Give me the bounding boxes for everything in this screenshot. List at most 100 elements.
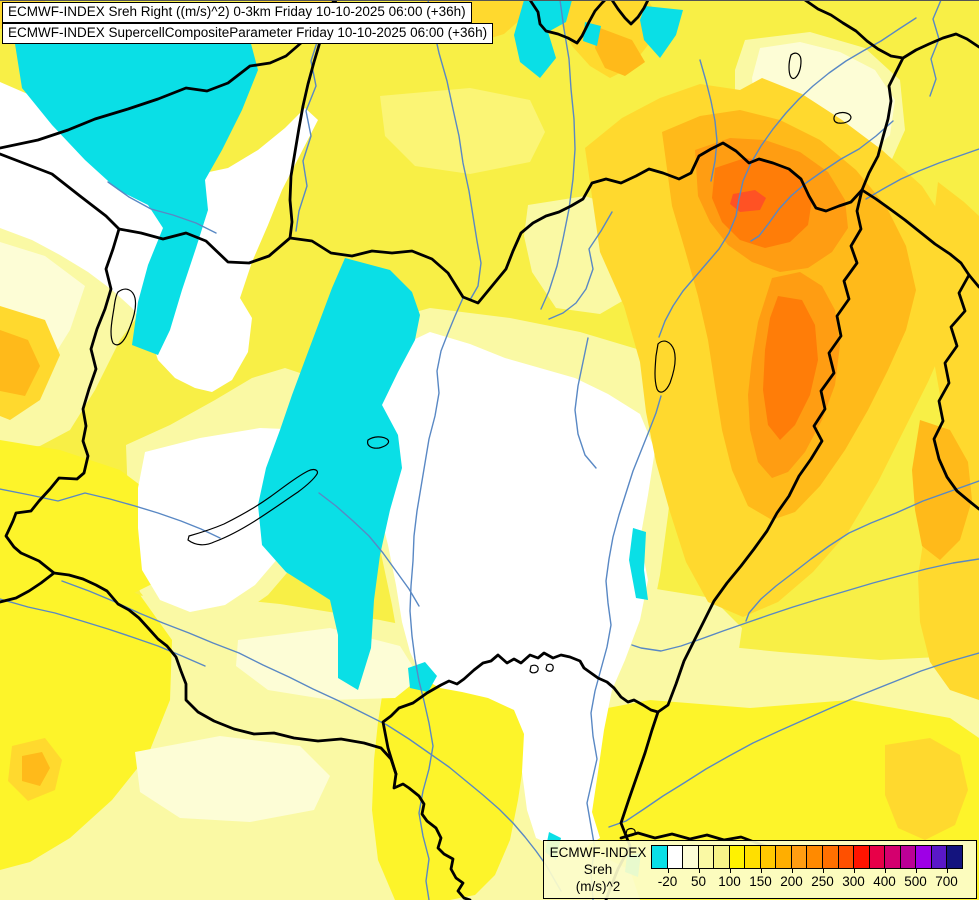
legend-tick-mark bbox=[946, 868, 948, 873]
contour-cyan-top-1 bbox=[514, 0, 572, 78]
contour-cream-bottom-1 bbox=[236, 628, 420, 700]
legend-tick-mark bbox=[884, 868, 886, 873]
legend-tick-label: 700 bbox=[935, 874, 958, 889]
border-ukraine-romania bbox=[932, 273, 979, 511]
legend-color-cell bbox=[745, 846, 761, 868]
legend-color-cell bbox=[714, 846, 730, 868]
border-poland-slovakia-2 bbox=[610, 0, 650, 26]
river-drava bbox=[61, 580, 562, 892]
legend-color-cell bbox=[900, 846, 917, 868]
legend-color-cell bbox=[729, 846, 746, 868]
legend-color-cell bbox=[791, 846, 808, 868]
legend-tick-mark bbox=[667, 868, 669, 873]
lakes bbox=[110, 52, 852, 837]
legend-tick-mark bbox=[791, 868, 793, 873]
legend-tick-label: 50 bbox=[690, 874, 707, 889]
border-austria-hungary-croatia bbox=[4, 227, 472, 900]
river-maros bbox=[608, 652, 979, 828]
contour-amber-east bbox=[912, 420, 972, 560]
border-hungary-serbia bbox=[381, 651, 660, 776]
contour-bright-sw bbox=[0, 440, 175, 600]
legend-tick-mark bbox=[822, 868, 824, 873]
legend-tick-label: -20 bbox=[657, 874, 678, 889]
contour-cream-bottom-2 bbox=[135, 736, 330, 822]
river-bodrog bbox=[750, 120, 894, 242]
legend-color-cell bbox=[807, 846, 824, 868]
river-koros-north bbox=[745, 480, 979, 622]
legend-units-label: (m/s)^2 bbox=[575, 879, 621, 894]
river-hron bbox=[540, 0, 576, 310]
legend-tick-label: 300 bbox=[842, 874, 865, 889]
legend-color-cell bbox=[823, 846, 839, 868]
legend-color-cell bbox=[776, 846, 792, 868]
legend-tick-mark bbox=[729, 868, 731, 873]
contour-red-orange-core bbox=[730, 190, 766, 212]
legend-tick-label: 100 bbox=[718, 874, 741, 889]
legend-color-cell bbox=[838, 846, 855, 868]
legend-param-label: Sreh bbox=[583, 862, 613, 877]
river-zagyva bbox=[574, 337, 597, 469]
legend-tick-label: 200 bbox=[780, 874, 803, 889]
legend-color-cell bbox=[698, 846, 715, 868]
legend-color-cell bbox=[869, 846, 886, 868]
river-sio bbox=[318, 492, 420, 607]
border-slovakia-hungary bbox=[0, 141, 864, 305]
legend-color-cell bbox=[683, 846, 699, 868]
contour-white-central bbox=[368, 332, 655, 850]
legend-color-cell bbox=[947, 846, 962, 868]
contour-cyan-top-3 bbox=[640, 6, 683, 58]
river-koros-south bbox=[631, 558, 979, 652]
map-title-secondary: ECMWF-INDEX SupercellCompositeParameter … bbox=[2, 23, 494, 44]
legend-tick-mark bbox=[915, 868, 917, 873]
lake-south-small-2 bbox=[545, 663, 554, 672]
contour-deep-orange-se bbox=[763, 296, 818, 440]
river-nw-tributary bbox=[107, 181, 217, 234]
legend-color-cell bbox=[652, 846, 668, 868]
contour-cyan-sliver-east bbox=[629, 528, 648, 600]
legend-labels: ECMWF-INDEX Sreh (m/s)^2 bbox=[548, 844, 648, 895]
border-poland-slovakia-1 bbox=[528, 0, 607, 45]
border-slovenia-croatia bbox=[0, 571, 56, 604]
legend-color-cell bbox=[916, 846, 932, 868]
lake-balaton bbox=[187, 468, 319, 546]
border-ukraine-se bbox=[860, 188, 979, 289]
legend-color-cell bbox=[667, 846, 684, 868]
legend-ticks: -20 50 100 150 200 250 300 400 500 700 bbox=[652, 868, 962, 896]
legend-colorbar bbox=[651, 845, 963, 869]
lake-tisza bbox=[654, 340, 676, 393]
legend-color-cell bbox=[854, 846, 870, 868]
river-vah bbox=[427, 0, 482, 301]
contour-amber-sw bbox=[22, 752, 50, 786]
river-tisza-lower bbox=[586, 395, 662, 900]
lake-ne-small-1 bbox=[788, 52, 802, 80]
legend-tick-mark bbox=[760, 868, 762, 873]
river-szamos bbox=[865, 148, 979, 200]
contour-amber-west-edge bbox=[0, 330, 40, 396]
legend-model-label: ECMWF-INDEX bbox=[549, 845, 647, 860]
legend-tick-label: 250 bbox=[811, 874, 834, 889]
contour-amber-top bbox=[595, 28, 645, 76]
lake-south-small-1 bbox=[529, 664, 539, 674]
legend-tick-label: 500 bbox=[904, 874, 927, 889]
contour-gold-se-corner bbox=[885, 738, 968, 840]
border-ne-top bbox=[803, 0, 979, 60]
legend-color-cell bbox=[760, 846, 777, 868]
lake-ne-small-2 bbox=[833, 111, 852, 124]
legend-color-cell bbox=[885, 846, 901, 868]
contour-cyan-danube-south bbox=[408, 662, 437, 692]
river-raba bbox=[0, 488, 221, 539]
legend-box: ECMWF-INDEX Sreh (m/s)^2 -20 50 100 150 200 2… bbox=[543, 840, 977, 899]
legend-tick-mark bbox=[698, 868, 700, 873]
river-ipel bbox=[548, 211, 613, 320]
legend-tick-mark bbox=[853, 868, 855, 873]
contour-bright-south-center bbox=[372, 680, 528, 900]
border-ukraine-west bbox=[860, 56, 905, 192]
river-ne-corner bbox=[929, 0, 942, 97]
map-title-primary: ECMWF-INDEX Sreh Right ((m/s)^2) 0-3km F… bbox=[2, 2, 472, 23]
lake-ferto bbox=[110, 288, 137, 346]
legend-tick-label: 400 bbox=[873, 874, 896, 889]
